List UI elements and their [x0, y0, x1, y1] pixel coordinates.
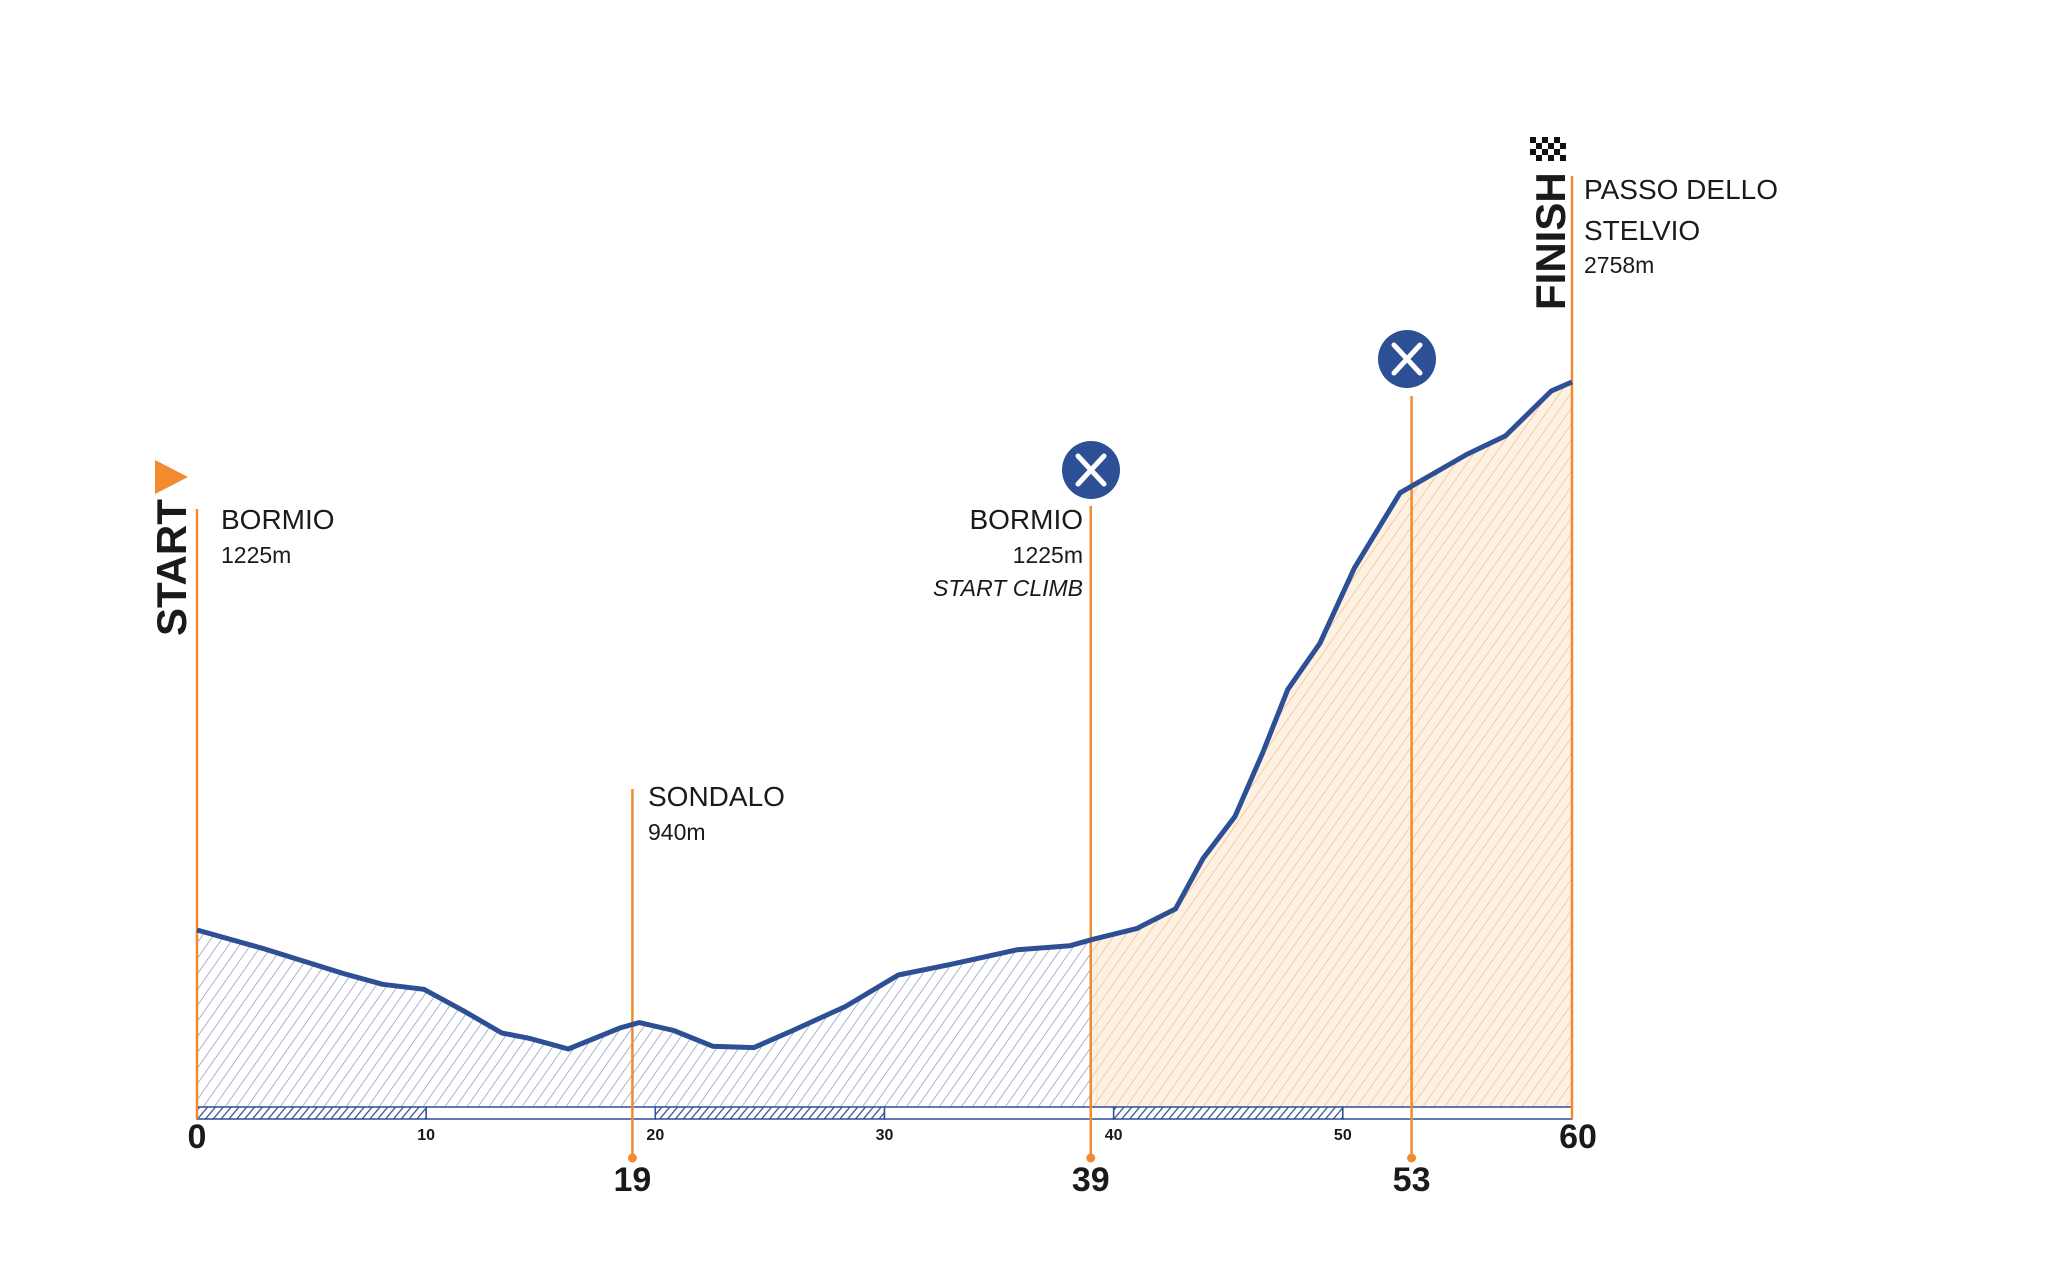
food-icon — [1378, 330, 1436, 388]
waypoint-km-label: 0 — [188, 1118, 207, 1156]
x-tick-label: 50 — [1334, 1127, 1352, 1144]
checker-square — [1548, 137, 1554, 143]
checker-square — [1530, 149, 1536, 155]
checker-square — [1542, 149, 1548, 155]
waypoint-dot — [627, 1153, 637, 1163]
checker-square — [1560, 143, 1566, 149]
food-icon — [1062, 441, 1120, 499]
x-tick-labels: 10 20 30 40 50 — [417, 1127, 1352, 1144]
waypoint-name-climb: BORMIO — [969, 504, 1083, 535]
waypoint-alt-start: 1225m — [221, 542, 291, 568]
x-tick-label: 40 — [1105, 1127, 1123, 1144]
waypoint-alt-sondalo: 940m — [648, 819, 706, 845]
checker-square — [1560, 149, 1566, 155]
checker-square — [1554, 143, 1560, 149]
waypoint-dot — [1086, 1153, 1096, 1163]
start-tag: START — [148, 499, 195, 636]
distance-bar-segment — [1112, 1106, 1344, 1120]
distance-bar-segment — [883, 1106, 1115, 1120]
profile-area-flat — [197, 930, 1092, 1107]
waypoint-name-finish-2: STELVIO — [1584, 215, 1700, 246]
checker-square — [1530, 143, 1536, 149]
waypoint-km-label: 39 — [1072, 1161, 1110, 1199]
checker-square — [1530, 155, 1536, 161]
waypoint-name-finish-1: PASSO DELLO — [1584, 174, 1778, 205]
checker-square — [1530, 137, 1536, 143]
distance-bar-segment — [654, 1106, 886, 1120]
profile-line — [196, 379, 1573, 1052]
finish-tag: FINISH — [1527, 172, 1574, 310]
waypoint-note-climb: START CLIMB — [933, 575, 1083, 601]
waypoint-alt-climb: 1225m — [1013, 542, 1083, 568]
checker-square — [1542, 143, 1548, 149]
profile-area-climb — [1092, 382, 1572, 1107]
checker-square — [1554, 149, 1560, 155]
checker-square — [1542, 155, 1548, 161]
x-tick-label: 20 — [646, 1127, 664, 1144]
waypoint-km-label: 53 — [1393, 1161, 1431, 1199]
checker-square — [1554, 137, 1560, 143]
checker-square — [1548, 155, 1554, 161]
start-flag-icon — [155, 460, 188, 494]
waypoint-name-start: BORMIO — [221, 504, 335, 535]
checker-square — [1560, 155, 1566, 161]
checker-square — [1536, 143, 1542, 149]
distance-bar-segment — [425, 1106, 657, 1120]
distance-bar-segment — [1342, 1106, 1573, 1120]
checker-square — [1548, 149, 1554, 155]
waypoint-dot — [1407, 1153, 1417, 1163]
waypoint-km-label: 60 — [1559, 1118, 1597, 1156]
x-tick-label: 10 — [417, 1127, 435, 1144]
distance-bar-segment — [196, 1106, 427, 1120]
checker-square — [1536, 137, 1542, 143]
distance-bar — [196, 1106, 1573, 1120]
checker-square — [1536, 149, 1542, 155]
waypoint-name-sondalo: SONDALO — [648, 781, 785, 812]
checker-square — [1542, 137, 1548, 143]
checker-square — [1548, 143, 1554, 149]
x-tick-label: 30 — [876, 1127, 894, 1144]
checker-square — [1560, 137, 1566, 143]
waypoint-alt-finish: 2758m — [1584, 252, 1654, 278]
waypoint-km-label: 19 — [614, 1161, 652, 1199]
checker-square — [1554, 155, 1560, 161]
checker-square — [1536, 155, 1542, 161]
checkered-flag-icon — [1530, 137, 1566, 161]
waypoint-lines: 0 19 39 53 60 — [188, 176, 1597, 1199]
